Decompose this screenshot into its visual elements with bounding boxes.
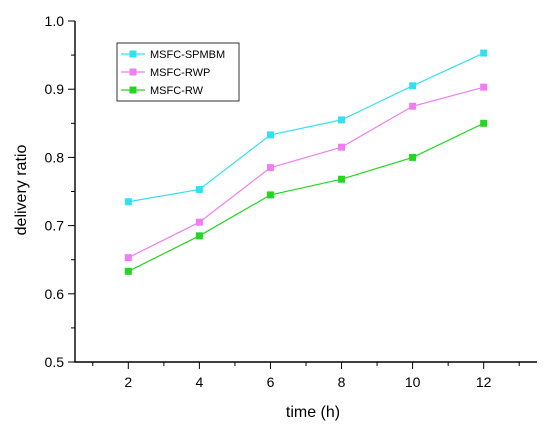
x-tick-label: 8 [338,374,346,390]
data-point [124,198,132,206]
legend-swatch-marker [129,68,137,76]
data-point [480,119,488,127]
series-line [128,86,484,259]
legend: MSFC-SPMBM MSFC-RWP MSFC-RW [116,42,240,102]
legend-swatch-marker [129,50,137,58]
data-point [266,164,274,172]
y-tick-label: 0.5 [45,354,65,370]
data-point [266,191,274,199]
x-tick-label: 2 [124,374,132,390]
x-tick-label: 4 [195,374,203,390]
data-point [124,254,132,262]
y-tick-label: 0.6 [45,286,65,302]
y-tick-label: 0.8 [45,149,65,165]
y-tick-label: 0.9 [45,81,65,97]
legend-swatch-marker [129,86,137,94]
y-axis-title: delivery ratio [13,145,30,236]
data-point [195,218,203,226]
data-point [409,102,417,110]
data-point [195,185,203,193]
legend-label: MSFC-RW [150,85,204,97]
y-tick-label: 1.0 [45,13,65,29]
data-point [480,83,488,91]
data-point [195,232,203,240]
axes: 2 4 6 8 10 12 0.5 0.6 0.7 0.8 0.9 1.0 [45,13,537,390]
x-axis-title: time (h) [286,404,340,421]
data-point [266,131,274,139]
x-tick-label: 10 [405,374,421,390]
data-point [338,116,346,124]
x-tick-label: 6 [267,374,275,390]
y-tick-label: 0.7 [45,218,65,234]
data-point [409,82,417,90]
data-point [338,175,346,183]
legend-label: MSFC-SPMBM [150,49,225,61]
series-line [128,122,484,272]
legend-label: MSFC-RWP [150,67,210,79]
x-tick-label: 12 [476,374,492,390]
plot-marks [124,49,488,275]
series-line [128,52,484,203]
data-point [409,153,417,161]
data-point [480,49,488,57]
data-point [338,143,346,151]
data-point [124,267,132,275]
